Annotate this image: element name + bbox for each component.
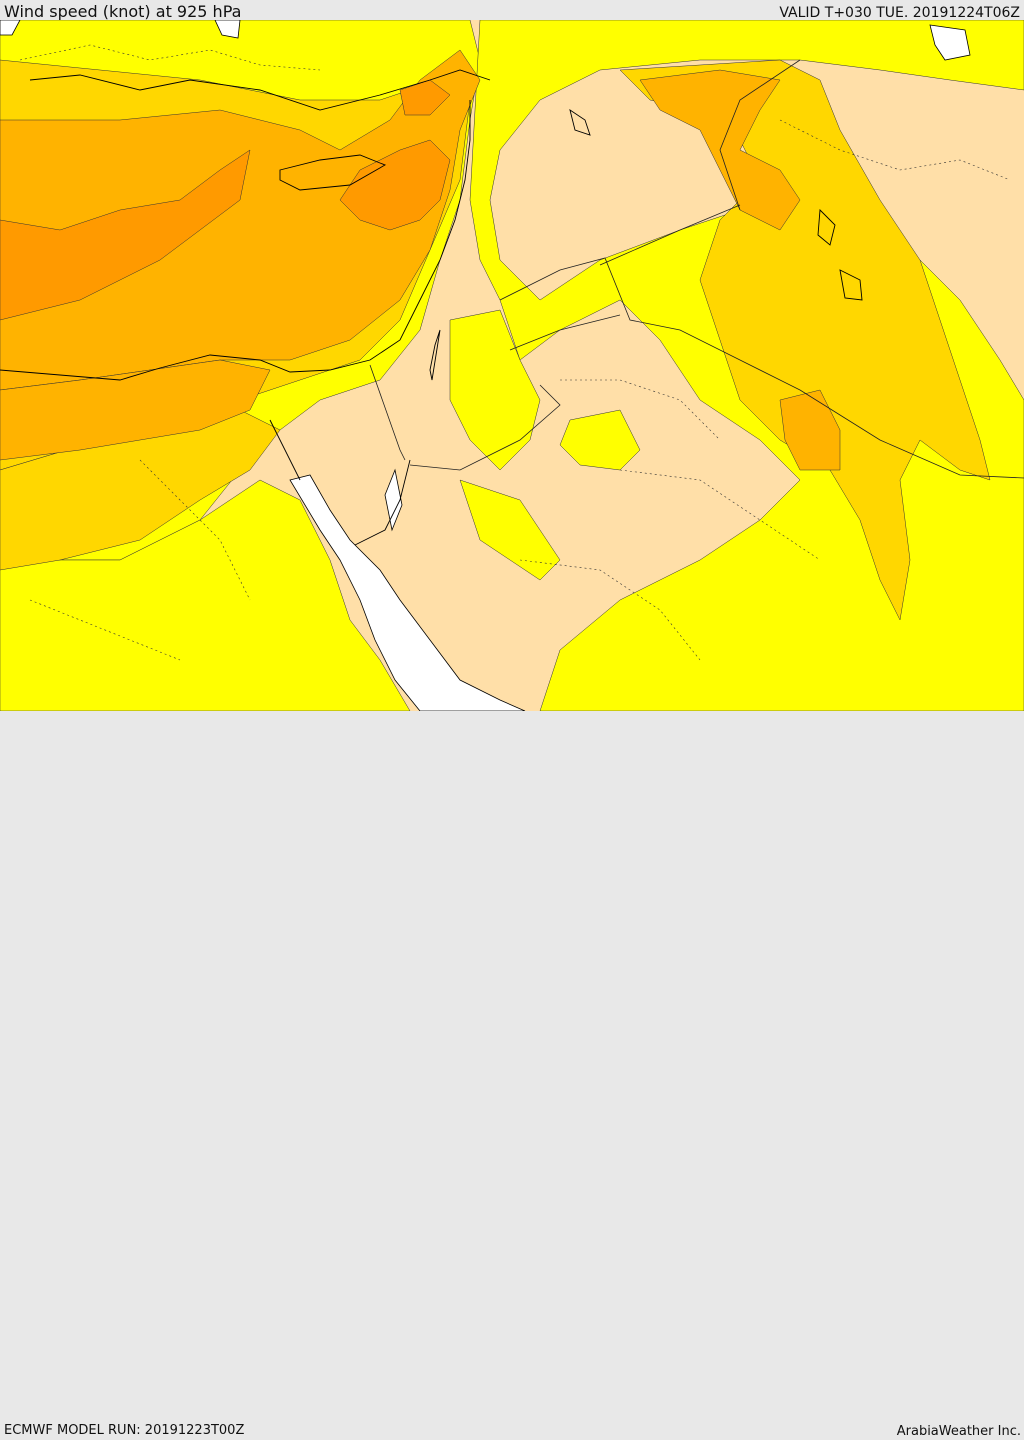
wind-speed-map[interactable] bbox=[0, 20, 1024, 711]
borders bbox=[369, 59, 1024, 479]
sea-water bbox=[0, 20, 971, 711]
credit-label: ArabiaWeather Inc. bbox=[896, 1424, 1021, 1439]
model-run-label: ECMWF MODEL RUN: 20191223T00Z bbox=[4, 1423, 245, 1438]
header-bar: Wind speed (knot) at 925 hPa VALID T+030… bbox=[0, 0, 1024, 21]
map-title: Wind speed (knot) at 925 hPa bbox=[4, 2, 242, 21]
coastlines bbox=[0, 69, 863, 546]
province-lines bbox=[19, 44, 1011, 661]
footer-bar: ECMWF MODEL RUN: 20191223T00Z ArabiaWeat… bbox=[0, 711, 1024, 1439]
valid-time: VALID T+030 TUE. 20191224T06Z bbox=[779, 5, 1020, 21]
